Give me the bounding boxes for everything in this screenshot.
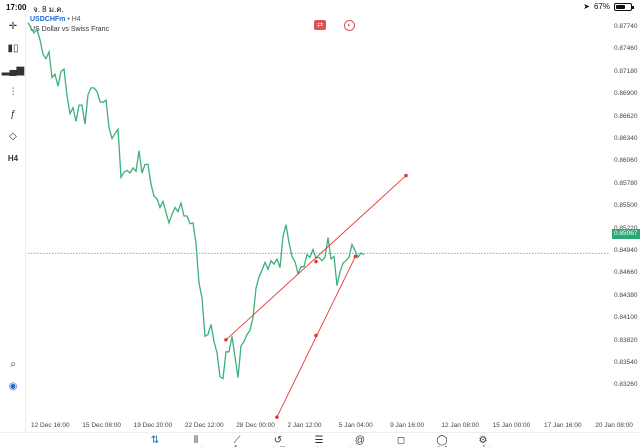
- nav-settings[interactable]: ⚙การตั้งค่า: [463, 435, 503, 447]
- time-tick-label: 19 Dec 20:00: [133, 422, 173, 429]
- nav-news[interactable]: ☰ข่าว: [299, 435, 339, 447]
- price-tick-label: 0.87180: [614, 67, 638, 75]
- location-icon: ➤: [583, 2, 590, 11]
- timeframe-label[interactable]: H4: [7, 153, 19, 163]
- price-tick-label: 0.83260: [614, 381, 638, 389]
- indicators-icon[interactable]: ▂▄▆: [1, 64, 25, 76]
- price-line-series: [27, 22, 365, 380]
- nav-trade-icon: ⟋: [233, 435, 241, 446]
- channel-upper-line-handle[interactable]: [404, 173, 408, 178]
- battery-percent: 67%: [593, 2, 610, 11]
- price-tick-label: 0.83820: [614, 336, 638, 344]
- nav-mailbox[interactable]: @กล่องจดหมาย: [340, 435, 380, 447]
- function-icon[interactable]: ƒ: [10, 108, 16, 120]
- nav-chart-icon: ⫴: [193, 435, 199, 446]
- sell-icon[interactable]: ⇄: [314, 20, 326, 30]
- time-tick-label: 22 Dec 12:00: [184, 422, 224, 429]
- buy-icon[interactable]: ◐: [344, 20, 355, 31]
- price-tick-label: 0.86060: [614, 157, 638, 165]
- time-tick-label: 15 Jan 00:00: [492, 422, 531, 429]
- price-tick-label: 0.83540: [614, 359, 638, 366]
- settings-sliders-icon[interactable]: ⫶: [11, 86, 15, 98]
- nav-account-icon: ◯: [436, 435, 448, 446]
- nav-history-icon: ↺: [273, 435, 283, 446]
- price-tick-label: 0.85500: [614, 202, 638, 210]
- time-tick-label: 17 Jan 16:00: [544, 422, 582, 429]
- time-tick-label: 2 Jan 12:00: [287, 422, 322, 429]
- nav-settings-icon: ⚙: [478, 435, 488, 446]
- symbol-name[interactable]: USDCHFm: [30, 16, 66, 23]
- chart-toolbar: ✛ ▮▯ ▂▄▆ ⫶ ƒ ◇ H4 ⌕ ◉: [0, 14, 26, 432]
- crosshair-icon[interactable]: ✛: [8, 20, 18, 32]
- bottom-navigation: ⇅ราคา⫴กราฟ⟋การซื้อขาย↺ประวัติ☰ข่าว@กล่อง…: [0, 432, 640, 447]
- price-tick-label: 0.84660: [614, 269, 638, 277]
- symbol-description: US Dollar vs Swiss Franc: [30, 26, 109, 33]
- channel-lower-line-handle[interactable]: [275, 415, 279, 419]
- nav-chat-icon: ◻: [396, 435, 406, 446]
- price-tick-label: 0.84380: [614, 291, 638, 299]
- nav-chat[interactable]: ◻แชท: [381, 435, 421, 447]
- channel-upper-line-handle[interactable]: [314, 259, 318, 264]
- time-axis: 12 Dec 16:00 15 Dec 08:00 19 Dec 20:00 22 D…: [28, 422, 633, 432]
- status-time: 17:00: [6, 3, 27, 12]
- nav-chart[interactable]: ⫴กราฟ: [176, 435, 216, 447]
- objects-icon[interactable]: ◇: [9, 130, 17, 142]
- current-price-label: 0.85067: [612, 229, 640, 239]
- status-bar: 17:00 จ. 8 ม.ค. ➤ 67%: [0, 0, 640, 14]
- nav-quotes-icon: ⇅: [150, 435, 160, 446]
- magnifier-icon[interactable]: ⌕: [10, 358, 16, 370]
- nav-news-icon: ☰: [314, 435, 324, 446]
- status-right: ➤ 67%: [583, 2, 634, 11]
- time-tick-label: 15 Dec 08:00: [82, 422, 121, 429]
- nav-mailbox-icon: @: [354, 435, 366, 446]
- nav-account[interactable]: ◯บัญชี: [422, 435, 462, 447]
- chart-header: USDCHFm • H4 US Dollar vs Swiss Franc: [30, 15, 109, 35]
- channel-lower-line-handle[interactable]: [353, 254, 358, 259]
- price-tick-label: 0.86340: [614, 135, 638, 142]
- nav-quotes[interactable]: ⇅ราคา: [135, 435, 175, 447]
- price-axis: 0.87740 0.87460 0.87180 0.86900 0.86620 0.863…: [610, 14, 640, 418]
- time-tick-label: 12 Jan 08:00: [441, 422, 479, 429]
- price-tick-label: 0.84100: [614, 314, 638, 322]
- nav-trade[interactable]: ⟋การซื้อขาย: [217, 435, 257, 447]
- channel-upper-line-handle[interactable]: [224, 337, 228, 342]
- price-tick-label: 0.85220: [614, 225, 638, 232]
- time-tick-label: 28 Dec 00:00: [236, 422, 275, 429]
- nav-history[interactable]: ↺ประวัติ: [258, 435, 298, 447]
- one-click-trading: ⇄ ◐: [314, 20, 355, 31]
- time-tick-label: 9 Jan 16:00: [390, 422, 425, 429]
- price-tick-label: 0.87460: [614, 45, 638, 53]
- app-icon[interactable]: ◉: [8, 380, 18, 392]
- price-tick-label: 0.87740: [614, 23, 638, 30]
- time-tick-label: 12 Dec 16:00: [31, 422, 70, 429]
- status-date: จ. 8 ม.ค.: [33, 5, 64, 14]
- battery-icon: [614, 2, 634, 11]
- price-tick-label: 0.85780: [614, 179, 638, 187]
- time-tick-label: 5 Jan 04:00: [338, 422, 373, 429]
- price-tick-label: 0.84940: [614, 247, 638, 254]
- channel-lower-line-handle[interactable]: [314, 333, 318, 338]
- price-tick-label: 0.86620: [614, 112, 638, 120]
- timeframe: • H4: [67, 16, 81, 23]
- channel-upper-line[interactable]: [225, 175, 407, 341]
- candlestick-icon[interactable]: ▮▯: [7, 42, 19, 54]
- time-tick-label: 20 Jan 08:00: [595, 422, 633, 429]
- price-tick-label: 0.86900: [614, 90, 638, 98]
